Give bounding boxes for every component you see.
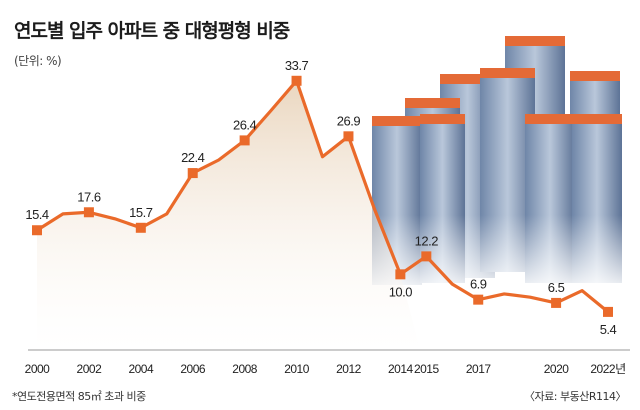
x-tick-label-2014: 2014 [388,362,414,376]
data-label-2008: 26.4 [233,117,257,132]
x-tick-label-2017: 2017 [466,362,492,376]
x-tick-label-2004: 2004 [128,362,154,376]
x-tick-label-2000: 2000 [25,362,51,376]
x-tick-label-2015: 2015 [414,362,440,376]
data-point-2006 [187,168,198,179]
data-label-2002: 17.6 [77,189,101,204]
data-point-2000 [32,225,42,236]
data-point-2008 [239,135,250,146]
data-label-2017: 6.9 [470,277,487,292]
series-line [36,79,610,314]
x-tick-label-2010: 2010 [284,362,310,376]
data-label-2010: 33.7 [285,58,309,73]
x-tick-label-2022: 2022년 [590,362,625,376]
data-label-2022: 5.4 [600,322,617,337]
area-fill [37,80,420,351]
x-tick-label-2008: 2008 [232,362,258,376]
data-point-2022 [603,306,613,317]
chart-title: 연도별 입주 아파트 중 대형평형 비중 [14,20,290,42]
data-point-2015 [421,251,432,262]
data-point-2004 [135,222,146,233]
data-point-2002 [83,207,94,218]
data-label-2006: 22.4 [181,150,205,165]
apartment-buildings-illustration [360,36,630,295]
x-tick-label-2002: 2002 [77,362,103,376]
data-point-2017 [473,294,484,305]
data-label-2015: 12.2 [415,233,439,248]
data-label-2020: 6.5 [548,280,565,295]
data-point-2014 [395,269,406,280]
data-label-2012: 26.9 [337,113,361,128]
x-tick-label-2012: 2012 [336,362,362,376]
unit-label: (단위: %) [14,54,62,68]
data-label-2004: 15.7 [129,205,153,220]
data-point-2010 [291,75,302,86]
data-label-2000: 15.4 [25,207,49,222]
x-tick-label-2020: 2020 [544,362,570,376]
data-point-2020 [551,297,562,308]
data-label-2014: 10.0 [389,284,413,299]
x-tick-label-2006: 2006 [180,362,206,376]
source-note: 〈자료: 부동산R114〉 [524,390,626,403]
data-point-2012 [343,131,354,142]
footnote: *연도전용면적 85㎡ 초과 비중 [12,390,146,403]
